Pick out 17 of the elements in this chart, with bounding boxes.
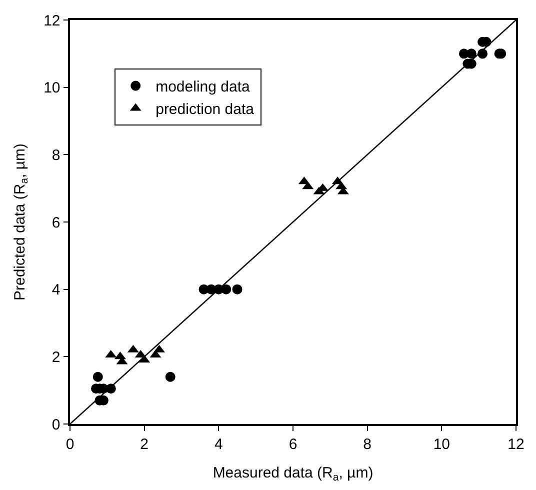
legend-label: prediction data [156,101,255,118]
y-tick-label: 0 [52,416,60,434]
y-tick-label: 12 [44,12,60,30]
x-tick-label: 0 [66,436,74,453]
x-tick-label: 10 [433,436,450,453]
y-tick-label: 10 [44,80,60,97]
y-tick-label: 2 [52,348,60,366]
legend-label: modeling data [156,78,250,96]
x-tick-label: 8 [363,436,372,453]
x-tick-label: 2 [140,436,148,453]
y-tick-label: 8 [52,146,60,164]
x-tick-label: 6 [288,436,298,453]
y-tick-label: 4 [52,282,60,299]
x-axis-title: Measured data (R$_{a}$, µm) [212,464,374,484]
x-tick-label: 12 [508,436,524,453]
y-tick-label: 6 [52,214,60,232]
x-tick-label: 4 [214,436,223,453]
